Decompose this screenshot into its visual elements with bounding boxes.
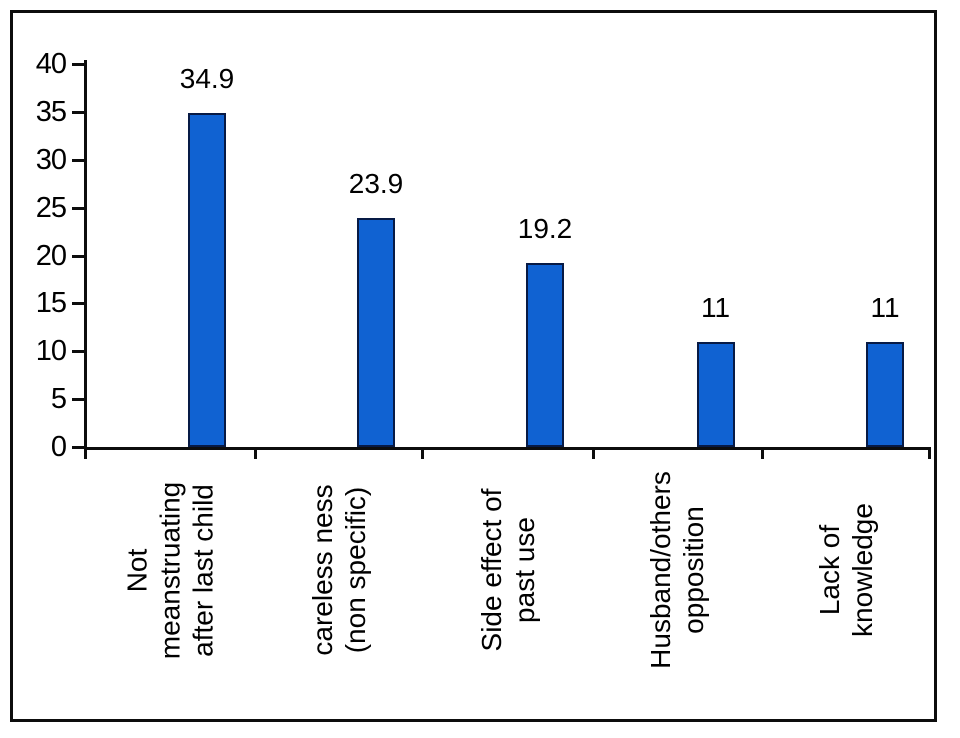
x-axis-label: Side effect of past use [475, 488, 540, 652]
x-axis-tick [591, 447, 595, 459]
y-axis-line [84, 60, 87, 459]
x-axis-label: Lack of knowledge [813, 503, 878, 637]
x-axis-label: careless ness (non specific) [306, 484, 371, 656]
bar [866, 342, 904, 447]
y-axis-tick [72, 110, 84, 114]
y-axis-tick-label: 40 [35, 48, 67, 80]
chart-frame [10, 10, 937, 722]
x-axis-tick [421, 447, 424, 459]
y-axis-tick-label: 10 [35, 335, 67, 368]
y-axis-tick-label: 35 [35, 95, 67, 128]
y-axis-tick [72, 206, 84, 210]
y-axis-tick [72, 398, 84, 402]
y-axis-tick-label: 0 [50, 431, 67, 463]
y-axis-tick-label: 20 [35, 239, 67, 272]
y-axis-tick-label: 30 [35, 143, 67, 176]
bar-value-label: 34.9 [179, 63, 235, 94]
y-axis-tick [72, 63, 84, 66]
bar-value-label: 11 [870, 292, 900, 323]
bar-value-label: 11 [700, 292, 731, 323]
bar-value-label: 19.2 [517, 213, 573, 244]
bar [357, 218, 395, 447]
x-axis-tick [928, 447, 931, 459]
y-axis-tick-label: 5 [50, 383, 67, 416]
y-axis-tick-label: 15 [35, 287, 67, 320]
bar-value-label: 23.9 [348, 168, 404, 199]
y-axis-tick [72, 302, 84, 306]
bar [526, 263, 564, 447]
x-axis-tick [253, 447, 257, 459]
bar [696, 342, 735, 447]
x-axis-tick [760, 447, 764, 459]
y-axis-tick [72, 254, 84, 258]
x-axis-line [84, 447, 931, 450]
bar [188, 113, 226, 447]
x-axis-label: Not meanstruating after last child [121, 481, 218, 659]
y-axis-tick [72, 158, 84, 162]
y-axis-tick [72, 446, 84, 449]
x-axis-label: Husband/others opposition [645, 471, 709, 669]
y-axis-tick [72, 350, 84, 354]
y-axis-tick-label: 25 [35, 191, 67, 224]
